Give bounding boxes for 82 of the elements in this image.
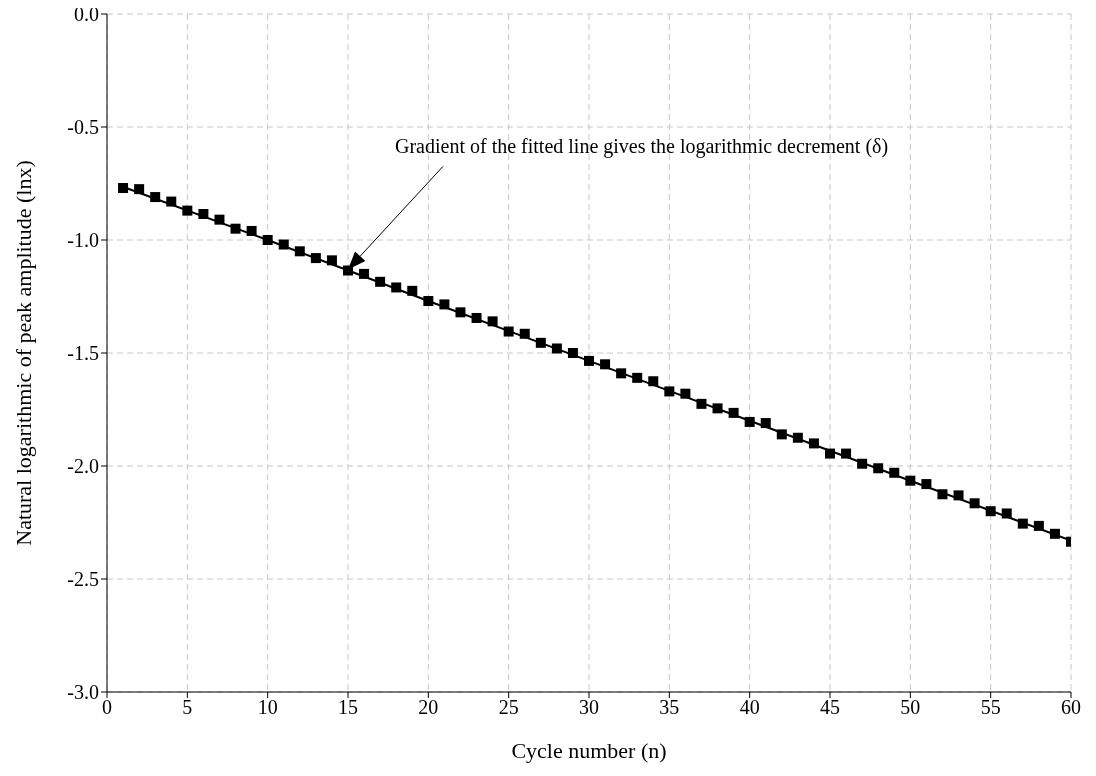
point <box>551 343 562 354</box>
point <box>873 463 884 474</box>
point <box>567 348 578 358</box>
point <box>1049 528 1060 539</box>
point <box>310 253 321 264</box>
point <box>600 359 611 370</box>
point <box>808 438 819 449</box>
point <box>407 285 418 296</box>
point <box>214 214 225 225</box>
point <box>535 337 546 348</box>
y-tick-label: -1.0 <box>67 229 99 252</box>
point <box>985 506 996 517</box>
point <box>423 296 434 307</box>
y-tick-label: 0.0 <box>74 3 99 26</box>
x-tick-label: 0 <box>102 696 112 719</box>
point <box>664 386 675 397</box>
point <box>937 489 948 500</box>
x-tick-label: 35 <box>659 696 680 719</box>
point <box>519 328 530 339</box>
x-tick-label: 10 <box>257 696 278 719</box>
point <box>776 429 787 440</box>
point <box>1017 518 1028 529</box>
x-axis-title: Cycle number (n) <box>511 738 667 763</box>
point <box>294 246 305 257</box>
point <box>391 282 402 293</box>
point <box>905 475 916 486</box>
point <box>439 299 450 310</box>
point <box>969 498 980 509</box>
y-tick-label: -0.5 <box>67 116 99 139</box>
y-tick-label: -1.5 <box>67 342 99 365</box>
point <box>616 368 627 379</box>
point <box>889 467 900 478</box>
point <box>680 388 691 399</box>
point <box>1033 520 1044 531</box>
point <box>230 223 241 234</box>
x-tick-label: 30 <box>579 696 599 719</box>
y-tick-label: -2.5 <box>67 568 99 591</box>
x-tick-label: 45 <box>820 696 840 719</box>
y-tick-label: -2.0 <box>67 455 99 478</box>
point <box>921 479 932 490</box>
point <box>792 432 803 443</box>
point <box>278 239 289 250</box>
point <box>503 326 514 337</box>
point <box>1001 508 1012 519</box>
x-tick-label: 5 <box>182 696 193 719</box>
x-tick-label: 50 <box>900 696 921 719</box>
point <box>841 448 852 459</box>
point <box>471 312 482 323</box>
point <box>857 458 868 469</box>
x-tick-label: 15 <box>338 696 358 719</box>
point <box>744 416 755 427</box>
x-tick-label: 40 <box>739 696 760 719</box>
x-tick-label: 25 <box>498 696 519 719</box>
point <box>262 235 273 245</box>
point <box>632 372 643 383</box>
point <box>760 418 771 429</box>
point <box>696 398 707 409</box>
point <box>953 490 964 501</box>
point <box>487 316 498 327</box>
y-tick-label: -3.0 <box>67 681 99 704</box>
point <box>150 192 161 203</box>
point <box>118 183 129 194</box>
point <box>359 268 370 279</box>
annotation: Gradient of the fitted line gives the logarithmic decrement (δ) <box>395 135 889 159</box>
point <box>825 448 835 459</box>
point <box>728 407 739 418</box>
x-tick-label: 20 <box>418 696 439 719</box>
point <box>326 255 337 266</box>
point <box>198 209 209 220</box>
x-tick-label: 60 <box>1061 696 1081 719</box>
point <box>343 265 353 276</box>
y-axis-title: Natural logarithmic of peak amplitude (lnx) <box>11 160 36 546</box>
point <box>134 184 145 195</box>
x-tick-label: 55 <box>980 696 1001 719</box>
point <box>166 196 177 207</box>
point <box>375 276 386 287</box>
point <box>246 225 257 236</box>
point <box>712 403 723 414</box>
point <box>182 205 193 216</box>
point <box>648 376 659 387</box>
point <box>455 307 466 318</box>
point <box>584 355 594 366</box>
